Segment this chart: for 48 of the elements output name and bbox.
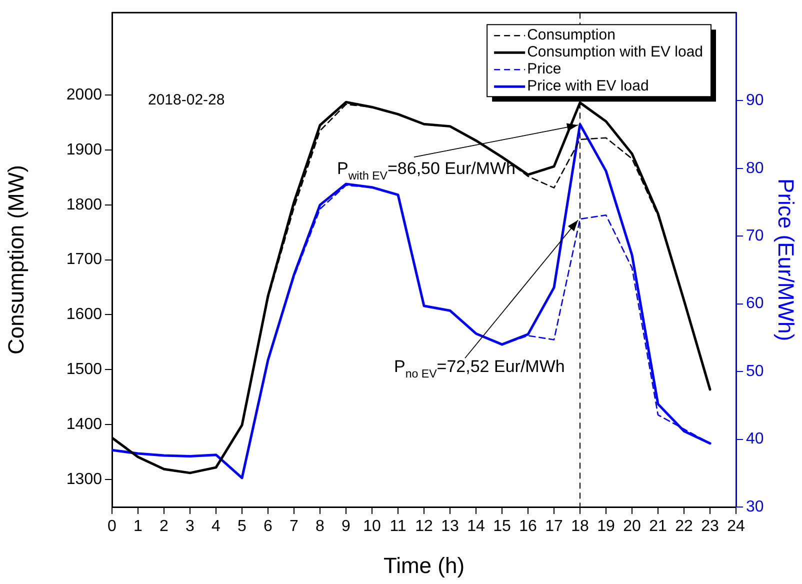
legend-label: Price with EV load — [527, 78, 649, 95]
x-tick-label: 18 — [571, 518, 589, 536]
x-tick-label: 2 — [160, 518, 169, 536]
y2-tick-label: 60 — [746, 295, 764, 312]
y2-tick-label: 40 — [746, 430, 764, 448]
x-tick-label: 17 — [545, 518, 563, 536]
x-tick-label: 1 — [134, 518, 143, 536]
y-tick-label: 1800 — [66, 196, 102, 214]
x-tick-label: 23 — [701, 518, 719, 536]
x-tick-label: 13 — [441, 518, 459, 536]
y-axis-title: Consumption (MW) — [3, 165, 28, 355]
x-tick-label: 16 — [519, 518, 537, 536]
x-axis-title: Time (h) — [383, 552, 465, 578]
x-tick-label: 8 — [316, 518, 325, 536]
y-tick-label: 1900 — [66, 141, 102, 158]
y2-tick-label: 30 — [746, 498, 764, 516]
y2-tick-label: 90 — [746, 92, 764, 110]
y-tick-label: 1500 — [66, 361, 102, 378]
x-tick-label: 9 — [342, 518, 351, 536]
x-tick-label: 5 — [238, 518, 247, 536]
y2-tick-label: 50 — [746, 362, 764, 380]
legend-label: Price — [527, 60, 562, 78]
x-tick-label: 19 — [597, 518, 615, 536]
y-tick-label: 1400 — [66, 416, 102, 434]
legend-label: Consumption with EV load — [527, 44, 704, 61]
x-tick-label: 6 — [264, 518, 273, 536]
x-tick-label: 3 — [186, 518, 195, 536]
annotation: 2018-02-28 — [148, 92, 225, 109]
y-tick-label: 1600 — [66, 306, 102, 324]
x-tick-label: 0 — [108, 518, 117, 536]
y-tick-label: 2000 — [66, 86, 102, 104]
x-tick-label: 10 — [363, 518, 381, 536]
x-tick-label: 22 — [675, 518, 693, 536]
x-tick-label: 12 — [415, 518, 433, 536]
x-tick-label: 21 — [649, 518, 667, 536]
x-tick-label: 15 — [493, 518, 511, 536]
y-tick-label: 1300 — [66, 470, 102, 488]
x-tick-label: 7 — [290, 518, 299, 536]
x-tick-label: 20 — [623, 518, 641, 536]
y2-tick-label: 80 — [746, 160, 764, 177]
x-tick-label: 4 — [212, 518, 221, 536]
x-tick-label: 14 — [467, 518, 485, 536]
y-tick-label: 1700 — [66, 251, 102, 268]
x-tick-label: 24 — [727, 518, 745, 536]
y2-axis-title: Price (Eur/MWh) — [774, 178, 799, 342]
x-tick-label: 11 — [390, 518, 406, 536]
y2-tick-label: 70 — [746, 228, 764, 244]
legend-label: Consumption — [527, 26, 616, 44]
